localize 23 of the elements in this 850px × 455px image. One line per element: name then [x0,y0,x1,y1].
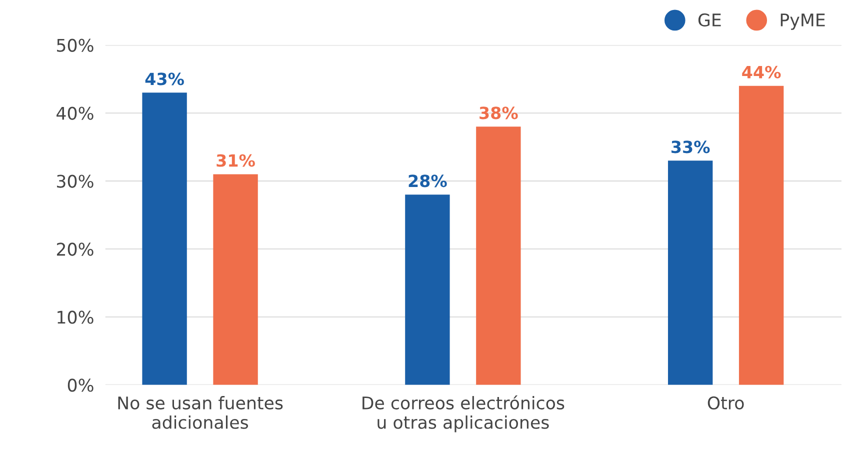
y-tick-label: 40% [56,106,94,120]
bar [738,86,784,385]
data-label: 38% [480,106,518,120]
bar [142,92,187,385]
y-tick-label: 30% [57,174,94,188]
legend-label: GE [698,13,721,27]
data-label: 28% [408,174,447,188]
y-tick-label: 50% [57,38,94,52]
legend-label: PyME [780,14,825,30]
bar [213,174,258,385]
x-tick-label: De correos electrónicos u otras aplicaciones [362,395,564,432]
bar [668,160,713,385]
data-label: 43% [145,72,184,86]
y-tick-label: 20% [56,242,94,256]
x-tick-label: No se usan fuentes adicionales [118,396,283,429]
x-tick-label: Otro [708,396,744,410]
bar [405,194,450,385]
y-tick-label: 0% [68,378,94,392]
data-label: 44% [742,66,781,78]
data-label: 31% [216,154,255,167]
data-label: 33% [672,140,710,154]
bar [476,126,521,385]
y-tick-label: 10% [58,310,94,324]
